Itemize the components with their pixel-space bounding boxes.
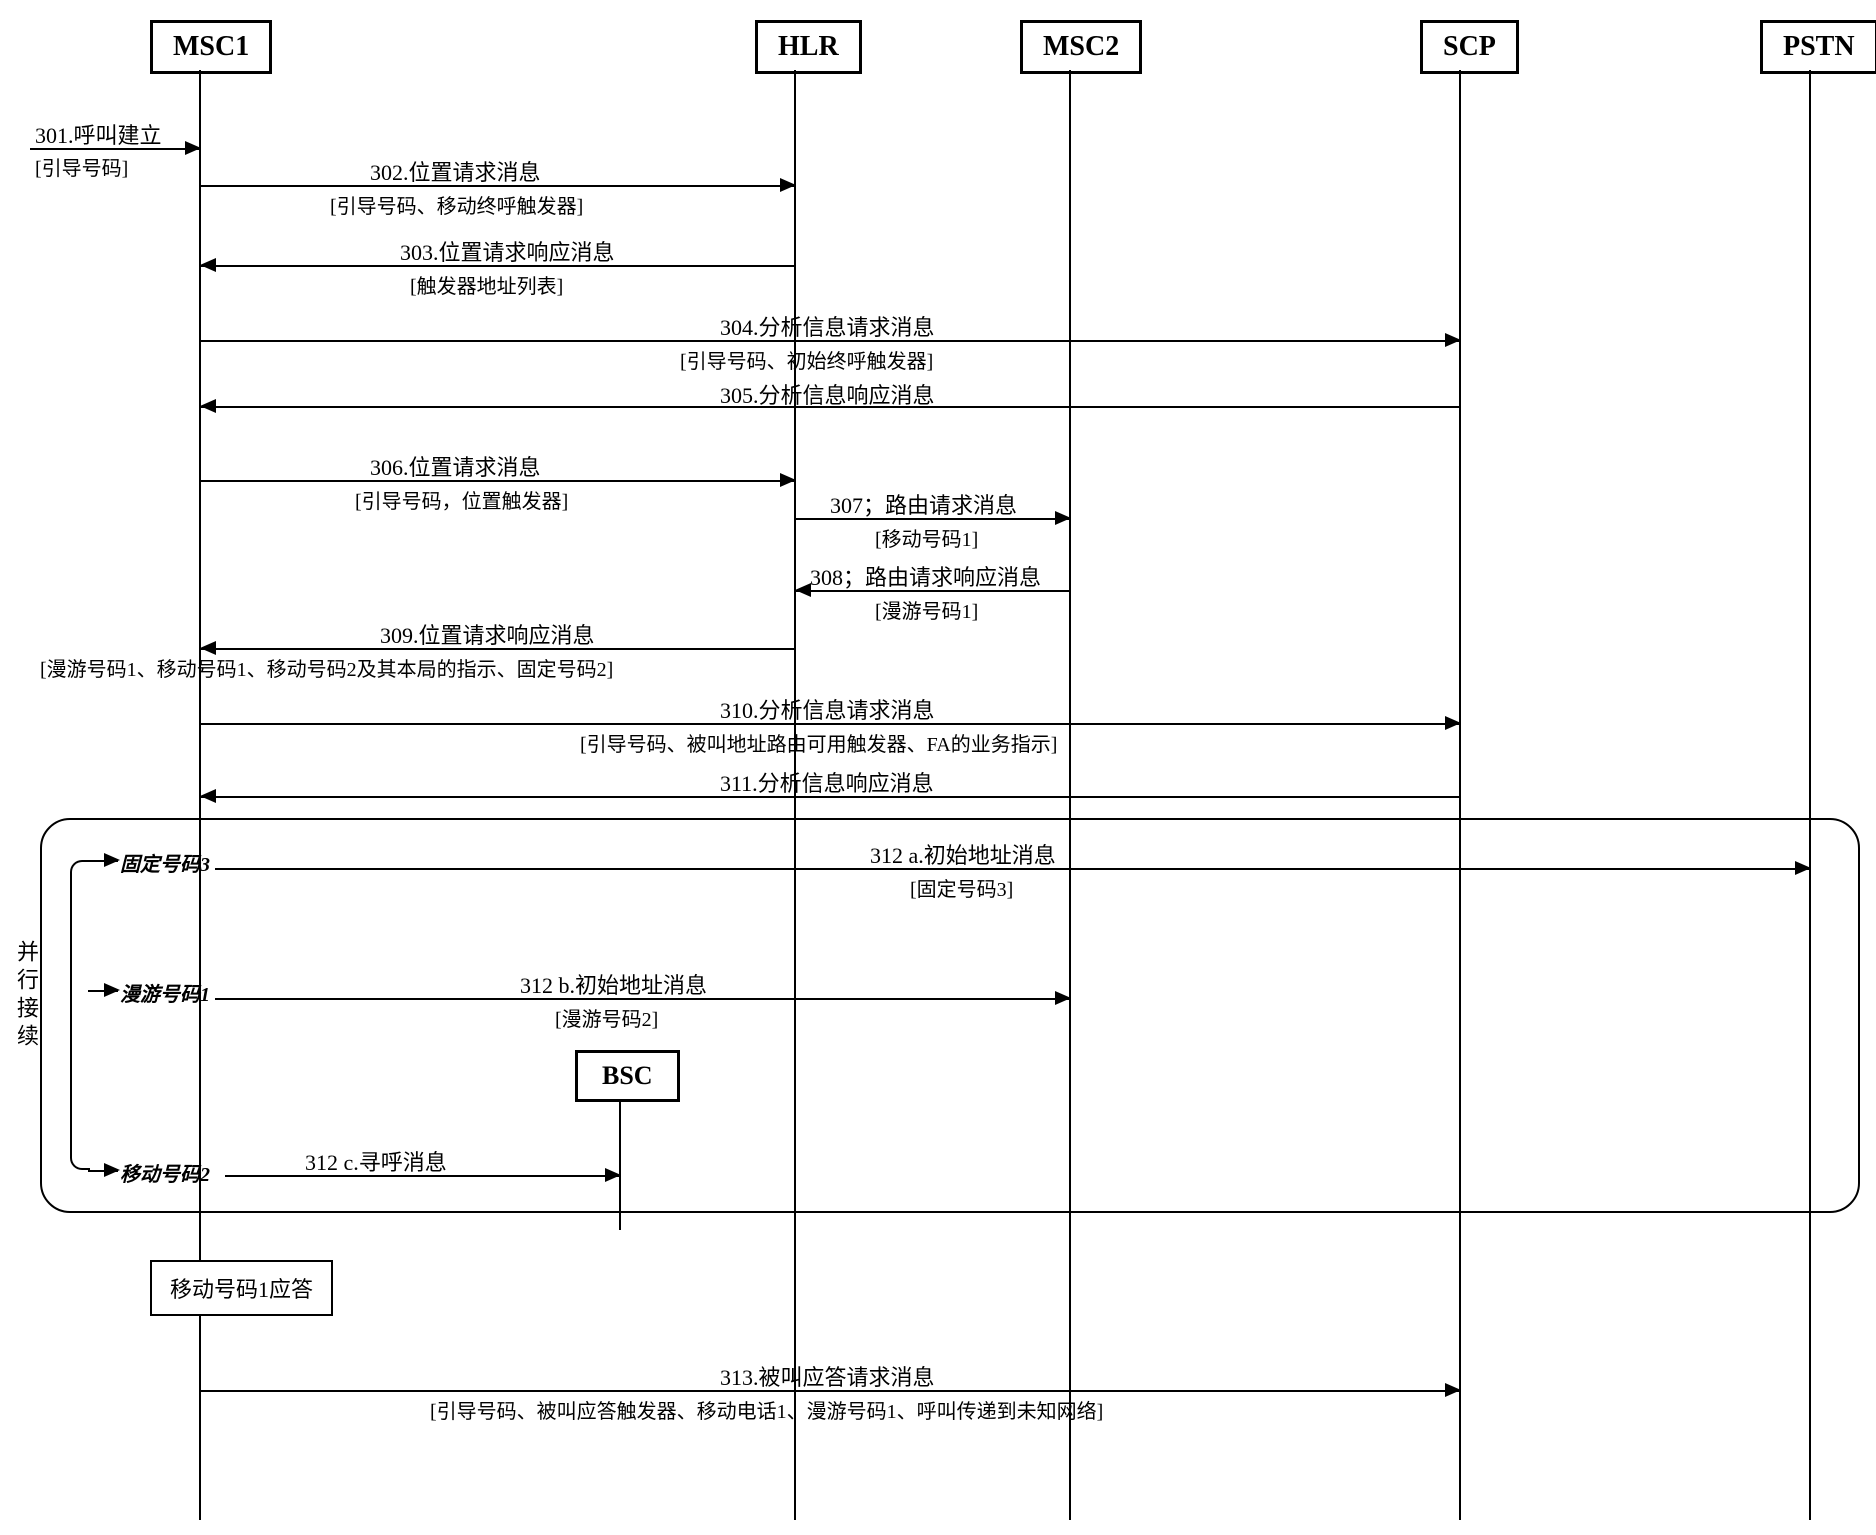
lifeline-msc2 <box>1069 70 1071 1520</box>
participant-msc2: MSC2 <box>1020 20 1142 74</box>
msg-303-label: 303.位置请求响应消息 <box>400 235 615 267</box>
participant-scp: SCP <box>1420 20 1519 74</box>
msg-311-label: 311.分析信息响应消息 <box>720 766 934 798</box>
msg-302-label: 302.位置请求消息 <box>370 155 541 187</box>
msg-306-label: 306.位置请求消息 <box>370 450 541 482</box>
note-answer: 移动号码1应答 <box>150 1260 333 1316</box>
branch-head2 <box>104 983 120 997</box>
msg-301-label: 301.呼叫建立 <box>35 118 162 150</box>
participant-hlr: HLR <box>755 20 862 74</box>
msg-312a-arrow <box>215 868 1810 870</box>
msg-302-arrow <box>200 185 795 187</box>
msg-301-head <box>185 141 201 155</box>
msg-307-label: 307；路由请求消息 <box>830 488 1017 520</box>
msg-304-arrow <box>200 340 1460 342</box>
msg-304-label: 304.分析信息请求消息 <box>720 310 935 342</box>
msg-307-sub: [移动号码1] <box>875 523 978 552</box>
msg-312a-head <box>1795 861 1811 875</box>
branch-bracket <box>70 860 90 1170</box>
msg-303-arrow <box>200 265 795 267</box>
msg-312a-label: 312 a.初始地址消息 <box>870 838 1056 870</box>
msg-313-label: 313.被叫应答请求消息 <box>720 1360 935 1392</box>
participant-bsc: BSC <box>575 1050 680 1102</box>
msg-311-head <box>200 789 216 803</box>
msg-307-head <box>1055 511 1071 525</box>
branch-1-label: 固定号码3 <box>120 848 210 877</box>
msg-312c-head <box>605 1168 621 1182</box>
msg-312b-label: 312 b.初始地址消息 <box>520 968 707 1000</box>
msg-308-head <box>795 583 811 597</box>
msg-305-head <box>200 399 216 413</box>
msg-308-sub: [漫游号码1] <box>875 595 978 624</box>
msg-306-head <box>780 473 796 487</box>
msg-309-label: 309.位置请求响应消息 <box>380 618 595 650</box>
msg-313-arrow <box>200 1390 1460 1392</box>
msg-310-label: 310.分析信息请求消息 <box>720 693 935 725</box>
parallel-label: 并行接续 <box>10 940 42 1052</box>
branch-3-label: 移动号码2 <box>120 1158 210 1187</box>
msg-312c-arrow <box>225 1175 620 1177</box>
branch-2-label: 漫游号码1 <box>120 978 210 1007</box>
msg-310-head <box>1445 716 1461 730</box>
msg-308-arrow <box>795 590 1070 592</box>
msg-306-arrow <box>200 480 795 482</box>
msg-312b-sub: [漫游号码2] <box>555 1003 658 1032</box>
msg-302-sub: [引导号码、移动终呼触发器] <box>330 190 583 219</box>
msg-308-label: 308；路由请求响应消息 <box>810 560 1041 592</box>
msg-310-arrow <box>200 723 1460 725</box>
msg-307-arrow <box>795 518 1070 520</box>
participant-msc1: MSC1 <box>150 20 272 74</box>
branch-head1 <box>104 853 120 867</box>
lifeline-scp <box>1459 70 1461 1520</box>
msg-311-arrow <box>200 796 1460 798</box>
msg-310-sub: [引导号码、被叫地址路由可用触发器、FA的业务指示] <box>580 728 1057 757</box>
msg-312b-arrow <box>215 998 1070 1000</box>
participant-pstn: PSTN <box>1760 20 1876 74</box>
msg-304-sub: [引导号码、初始终呼触发器] <box>680 345 933 374</box>
msg-309-arrow <box>200 648 795 650</box>
msg-309-sub: [漫游号码1、移动号码1、移动号码2及其本局的指示、固定号码2] <box>40 653 613 682</box>
msg-304-head <box>1445 333 1461 347</box>
msg-303-sub: [触发器地址列表] <box>410 270 563 299</box>
msg-306-sub: [引导号码，位置触发器] <box>355 485 568 514</box>
branch-head3 <box>104 1163 120 1177</box>
msg-305-arrow <box>200 406 1460 408</box>
msg-303-head <box>200 258 216 272</box>
msg-313-sub: [引导号码、被叫应答触发器、移动电话1、漫游号码1、呼叫传递到未知网络] <box>430 1395 1103 1424</box>
msg-312c-label: 312 c.寻呼消息 <box>305 1145 447 1177</box>
lifeline-pstn <box>1809 70 1811 1520</box>
msg-312a-sub: [固定号码3] <box>910 873 1013 902</box>
msg-302-head <box>780 178 796 192</box>
msg-301-arrow <box>30 148 200 150</box>
msg-312b-head <box>1055 991 1071 1005</box>
msg-301-sub: [引导号码] <box>35 152 128 181</box>
msg-313-head <box>1445 1383 1461 1397</box>
lifeline-bsc <box>619 1100 621 1230</box>
